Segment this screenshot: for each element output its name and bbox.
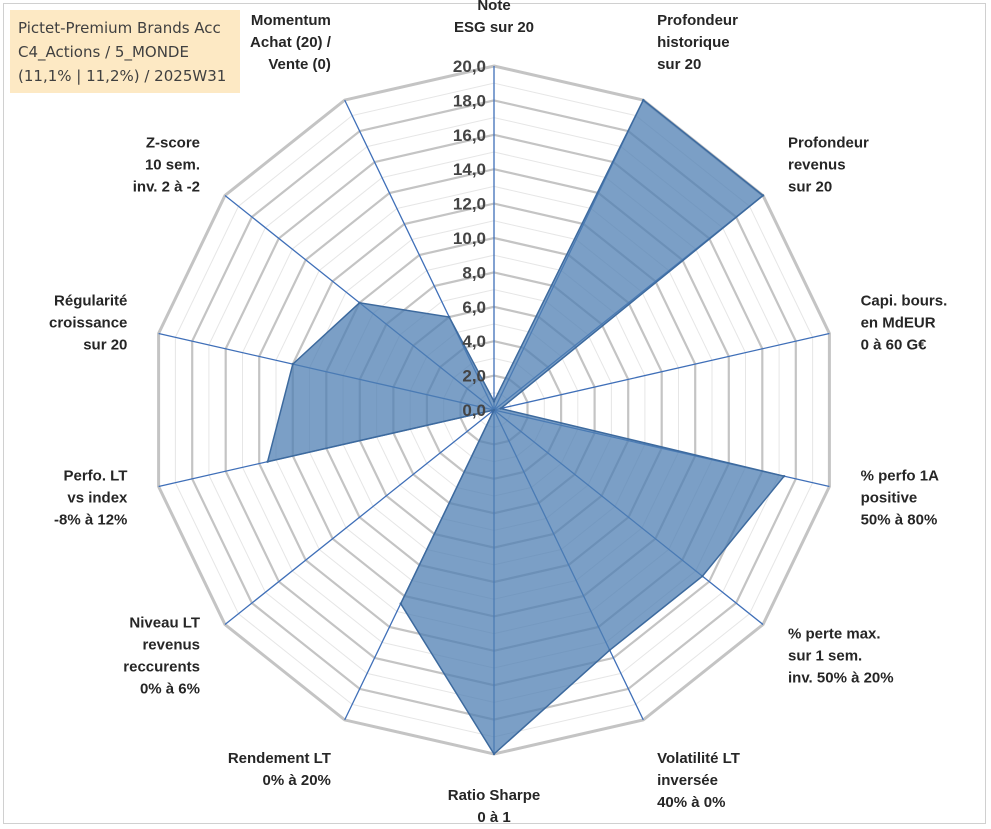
axis-label-8: Rendement LT 0% à 20% <box>228 750 331 789</box>
title-line-period: (11,1% | 11,2%) / 2025W31 <box>18 67 227 85</box>
axis-label-line: 40% à 0% <box>657 794 725 811</box>
data-point-5 <box>701 575 704 578</box>
data-point-10 <box>266 460 269 463</box>
axis-label-line: 50% à 80% <box>861 512 938 529</box>
axis-label-line: revenus <box>788 156 846 173</box>
axis-label-line: 0% à 6% <box>140 681 200 698</box>
data-point-13 <box>448 315 451 319</box>
axis-label-line: % perfo 1A <box>861 468 940 485</box>
axis-label-line: 10 sem. <box>145 156 200 173</box>
axis-spoke <box>224 409 495 626</box>
series-layer <box>266 98 786 756</box>
axis-label-line: Rendement LT <box>228 750 331 767</box>
axis-label-10: Perfo. LT vs index -8% à 12% <box>54 468 128 529</box>
tick-label: 10,0 <box>453 229 486 248</box>
title-line-category: C4_Actions / 5_MONDE <box>18 43 189 61</box>
axis-label-line: Perfo. LT <box>64 468 128 485</box>
data-point-4 <box>782 475 786 478</box>
tick-label: 18,0 <box>453 91 486 110</box>
tick-label: 12,0 <box>453 195 486 214</box>
axis-label-line: Capi. bours. <box>861 292 948 309</box>
axis-label-line: Vente (0) <box>268 56 331 73</box>
axis-label-12: Z-score 10 sem. inv. 2 à -2 <box>133 134 200 195</box>
axis-labels: Note ESG sur 20 Profondeur historique sur 20… <box>49 0 947 826</box>
axis-label-line: ESG sur 20 <box>454 19 534 36</box>
axis-label-line: sur 20 <box>657 56 701 73</box>
tick-label: 8,0 <box>462 263 486 282</box>
axis-label-1: Profondeur historique sur 20 <box>657 12 738 73</box>
axis-label-7: Ratio Sharpe 0 à 1 <box>448 787 541 826</box>
axis-label-11: Régularité croissance sur 20 <box>49 292 127 353</box>
axis-label-line: Ratio Sharpe <box>448 787 541 804</box>
axis-label-line: 0 à 1 <box>477 809 510 826</box>
data-point-3 <box>499 407 502 410</box>
tick-label: 4,0 <box>462 332 486 351</box>
title-line-fund: Pictet-Premium Brands Acc <box>18 19 221 37</box>
data-point-1 <box>642 98 645 102</box>
tick-label: 0,0 <box>462 401 486 420</box>
axis-label-line: en MdEUR <box>861 314 936 331</box>
axis-label-5: % perte max. sur 1 sem. inv. 50% à 20% <box>788 626 894 687</box>
axis-label-line: sur 20 <box>83 336 127 353</box>
data-point-11 <box>291 362 294 366</box>
axis-label-line: Achat (20) / <box>250 34 332 51</box>
data-point-6 <box>608 649 611 652</box>
tick-label: 2,0 <box>462 367 486 386</box>
axis-label-line: Profondeur <box>788 134 869 151</box>
axis-label-line: vs index <box>67 490 128 507</box>
axis-label-line: Volatilité LT <box>657 750 740 767</box>
axis-label-0: Note ESG sur 20 <box>454 0 534 36</box>
axis-label-4: % perfo 1A positive 50% à 80% <box>861 468 940 529</box>
axis-label-line: -8% à 12% <box>54 512 127 529</box>
axis-label-line: Profondeur <box>657 12 738 29</box>
axis-label-line: 0 à 60 G€ <box>861 336 928 353</box>
axis-label-3: Capi. bours. en MdEUR 0 à 60 G€ <box>861 292 948 353</box>
axis-label-line: Niveau LT <box>129 615 200 632</box>
tick-labels: 0,0 2,0 4,0 6,0 8,0 10,0 12,0 14,0 16,0 18,0 20,0 <box>453 57 486 420</box>
axis-label-line: historique <box>657 34 730 51</box>
axis-label-line: sur 20 <box>788 178 832 195</box>
axis-label-line: Note <box>477 0 510 14</box>
axis-label-line: revenus <box>142 637 200 654</box>
tick-label: 6,0 <box>462 298 486 317</box>
axis-label-line: inv. 2 à -2 <box>133 178 200 195</box>
axis-label-line: Régularité <box>54 292 127 309</box>
axis-spoke <box>493 332 830 411</box>
axis-label-line: Momentum <box>251 12 331 29</box>
axis-label-2: Profondeur revenus sur 20 <box>788 134 869 195</box>
axis-label-line: inversée <box>657 772 718 789</box>
axis-label-6: Volatilité LT inversée 40% à 0% <box>657 750 740 811</box>
data-point-8 <box>399 602 402 605</box>
tick-label: 20,0 <box>453 57 486 76</box>
axis-label-line: positive <box>861 490 918 507</box>
tick-label: 16,0 <box>453 126 486 145</box>
axis-label-line: % perte max. <box>788 626 881 643</box>
data-point-2 <box>761 194 765 197</box>
axis-label-9: Niveau LT revenus reccurents 0% à 6% <box>123 615 200 698</box>
axis-label-line: inv. 50% à 20% <box>788 670 894 687</box>
axis-label-13: Momentum Achat (20) / Vente (0) <box>250 12 332 73</box>
data-point-12 <box>358 301 361 304</box>
axis-label-line: Z-score <box>146 134 200 151</box>
axis-label-line: sur 1 sem. <box>788 648 862 665</box>
axis-label-line: 0% à 20% <box>263 772 331 789</box>
tick-label: 14,0 <box>453 160 486 179</box>
chart-title-box: Pictet-Premium Brands Acc C4_Actions / 5… <box>10 10 240 93</box>
axis-label-line: reccurents <box>123 659 200 676</box>
axis-label-line: croissance <box>49 314 127 331</box>
data-point-7 <box>492 752 496 756</box>
data-point-0 <box>492 400 496 403</box>
data-point-9 <box>492 408 496 412</box>
